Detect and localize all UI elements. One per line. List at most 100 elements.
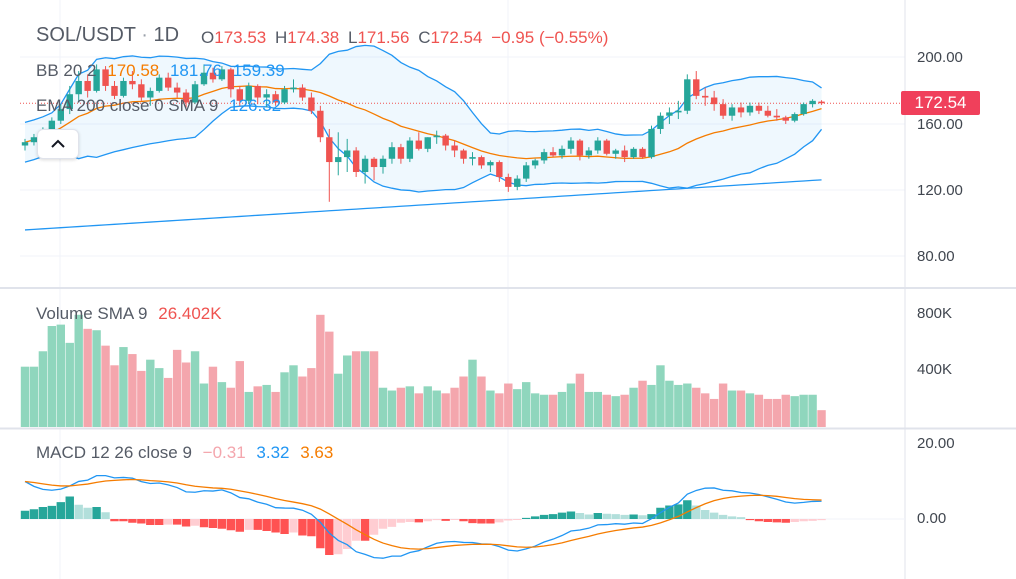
macd-signal-value: 3.63 — [300, 443, 334, 462]
collapse-legend-button[interactable] — [37, 129, 79, 159]
volume-bar — [164, 377, 173, 427]
volume-bar — [495, 393, 504, 427]
volume-bar — [217, 382, 227, 427]
volume-bar — [387, 390, 397, 427]
candle-body — [478, 157, 485, 166]
macd-legend[interactable]: MACD 12 26 close 9 −0.31 3.32 3.63 — [36, 443, 333, 463]
candle-body — [487, 162, 494, 166]
macd-hist-bar — [495, 519, 504, 523]
candle-body — [585, 150, 593, 156]
candle-body — [415, 140, 422, 149]
candle-body — [558, 148, 566, 156]
open-value: 173.53 — [214, 28, 267, 47]
volume-bar — [235, 361, 244, 427]
volume-bar — [709, 398, 719, 427]
volume-bar — [629, 387, 638, 427]
high-label: H — [274, 28, 288, 47]
candle-body — [531, 160, 539, 166]
volume-bar — [423, 386, 432, 427]
macd-hist-bar — [790, 519, 799, 522]
macd-hist-bar — [513, 519, 522, 520]
candle-body — [236, 89, 243, 101]
candle-body — [281, 89, 288, 103]
macd-hist-bar — [745, 519, 755, 521]
macd-hist-bar — [146, 519, 155, 525]
volume-bar — [808, 394, 817, 427]
symbol-label[interactable]: SOL/USDT — [36, 24, 136, 46]
macd-hist-bar — [396, 519, 406, 523]
macd-hist-bar — [190, 519, 200, 526]
macd-hist-bar — [683, 500, 692, 519]
bb-basis-line — [24, 85, 822, 160]
macd-hist-bar — [629, 514, 638, 519]
macd-hist-bar — [38, 507, 48, 519]
macd-hist-bar — [217, 519, 227, 529]
macd-hist-bar — [101, 512, 110, 519]
volume-bar — [781, 394, 790, 427]
candle-body — [102, 69, 109, 86]
volume-bar — [718, 383, 728, 427]
ema-legend[interactable]: EMA 200 close 0 SMA 9 126.32 — [36, 96, 281, 116]
volume-legend[interactable]: Volume SMA 9 26.402K — [36, 304, 222, 324]
candle-body — [317, 110, 324, 138]
macd-hist-bar — [808, 519, 817, 521]
candle-body — [469, 157, 476, 159]
candle-body — [773, 115, 780, 118]
volume-bar — [513, 389, 522, 427]
candle-body — [630, 148, 637, 158]
macd-hist-bar — [74, 504, 83, 519]
volume-bar — [450, 387, 459, 427]
volume-bar — [253, 386, 262, 427]
macd-hist-bar — [674, 504, 683, 519]
macd-hist-value: −0.31 — [202, 443, 246, 462]
macd-hist-bar — [405, 519, 415, 522]
candle-body — [684, 79, 691, 111]
candle-body — [48, 120, 56, 131]
candlesticks — [21, 64, 825, 202]
bb-legend[interactable]: BB 20 2 170.58 181.76 159.39 — [36, 61, 285, 81]
volume-axis-800k: 800K — [917, 305, 953, 322]
timeframe-label[interactable]: 1D — [153, 24, 180, 46]
macd-hist-bar — [736, 517, 746, 519]
volume-bar — [539, 394, 549, 427]
macd-hist-bar — [208, 519, 218, 528]
candle-body — [299, 87, 306, 98]
ema-200-line — [24, 179, 822, 231]
volume-bar — [244, 391, 253, 427]
candle-body — [147, 90, 154, 98]
macd-hist-bar — [504, 519, 513, 521]
macd-hist-bar — [29, 509, 39, 519]
macd-hist-bar — [262, 519, 271, 531]
macd-hist-bar — [718, 514, 728, 519]
candle-body — [156, 77, 163, 91]
candle-body — [764, 110, 772, 116]
candle-body — [433, 135, 440, 138]
macd-hist-bar — [530, 516, 540, 519]
volume-bar — [29, 366, 39, 427]
volume-bar — [611, 396, 620, 427]
macd-hist-bar — [620, 514, 629, 519]
candle-body — [308, 97, 315, 111]
macd-hist-bar — [378, 519, 388, 529]
candle-body — [84, 80, 91, 91]
macd-hist-bar — [83, 507, 92, 519]
volume-bar — [432, 390, 441, 427]
candle-body — [782, 117, 789, 121]
macd-hist-bar — [253, 519, 262, 530]
volume-bar — [745, 393, 755, 427]
macd-hist-bar — [486, 519, 495, 524]
candle-body — [505, 176, 512, 187]
macd-hist-bar — [665, 505, 674, 519]
bb-basis-value: 170.58 — [107, 61, 160, 80]
candle-body — [129, 80, 136, 85]
volume-bar — [405, 386, 415, 427]
macd-hist-bar — [316, 519, 325, 549]
volume-bar — [763, 398, 773, 427]
macd-hist-bar — [584, 514, 594, 519]
volume-bar — [468, 359, 477, 427]
macd-hist-bar — [325, 519, 334, 555]
volume-bar — [146, 359, 155, 427]
candle-body — [326, 137, 333, 163]
volume-bar — [566, 383, 576, 427]
